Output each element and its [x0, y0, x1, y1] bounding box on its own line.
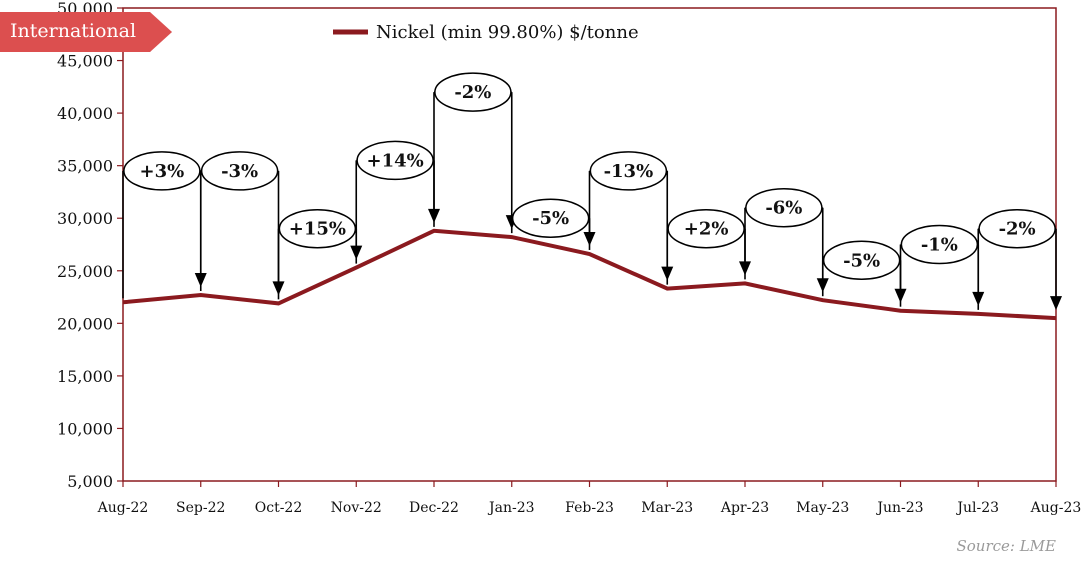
x-tick-label: Oct-22 [255, 500, 303, 516]
change-bubble [900, 224, 979, 265]
change-label: -1% [921, 235, 958, 256]
legend: Nickel (min 99.80%) $/tonne [333, 22, 639, 43]
change-bubble [123, 151, 201, 191]
x-tick-label: Aug-22 [97, 500, 149, 516]
source-note: Source: LME [956, 537, 1056, 555]
change-bubble [511, 198, 590, 238]
y-tick-label: 30,000 [57, 209, 113, 228]
x-tick-label: Nov-22 [331, 500, 382, 516]
x-tick-label: Dec-22 [409, 500, 459, 516]
x-tick-label: Jan-23 [487, 500, 535, 516]
y-tick-label: 15,000 [57, 367, 113, 386]
y-tick-label: 45,000 [57, 52, 113, 71]
change-label: +15% [289, 219, 346, 240]
y-tick-label: 25,000 [57, 262, 113, 281]
y-tick-label: 20,000 [57, 314, 113, 333]
change-bubble [278, 208, 357, 249]
change-arrowhead [1050, 296, 1062, 311]
x-tick-label: Sep-22 [176, 500, 225, 516]
change-label: +3% [140, 161, 185, 182]
change-labels: +3% -3% +15% +14% -2% -5% -13% +2% -6% -5% -1% -2% [123, 72, 1056, 281]
x-tick-label: Jul-23 [955, 500, 999, 516]
change-label: +2% [684, 219, 729, 240]
region-badge: International [0, 12, 172, 52]
change-label: -2% [999, 219, 1036, 240]
change-bubble [745, 187, 823, 228]
x-tick-label: May-23 [796, 500, 849, 516]
change-bubble [434, 72, 512, 112]
change-bubble [667, 208, 745, 249]
x-tick-label: Jun-23 [875, 500, 923, 516]
change-bubble [356, 140, 434, 181]
change-bubble [589, 151, 668, 191]
change-label: +14% [367, 150, 424, 171]
y-tick-label: 5,000 [67, 472, 113, 491]
change-label: -13% [604, 161, 654, 182]
change-label: -6% [765, 198, 802, 219]
nickel-price-line [122, 228, 1057, 321]
change-arrows [122, 91, 1062, 311]
y-tick-label: 10,000 [57, 419, 113, 438]
change-bubble [200, 151, 279, 191]
x-tick-label: Mar-23 [641, 500, 693, 516]
y-tick-label: 35,000 [57, 157, 113, 176]
change-label: -3% [221, 161, 258, 182]
y-axis: 5,000 10,000 15,000 20,000 25,000 30,000 35,00… [57, 0, 123, 491]
y-tick-label: 40,000 [57, 104, 113, 123]
change-label: -5% [843, 250, 880, 271]
legend-label: Nickel (min 99.80%) $/tonne [376, 22, 639, 43]
region-badge-label: International [10, 20, 137, 42]
change-label: -2% [454, 82, 491, 103]
change-bubble [978, 208, 1056, 249]
x-tick-label: Aug-23 [1030, 500, 1082, 516]
change-label: -5% [532, 208, 569, 229]
x-tick-label: Apr-23 [720, 500, 769, 516]
change-bubble [822, 240, 901, 281]
x-tick-label: Feb-23 [565, 500, 614, 516]
x-axis: Aug-22 Sep-22 Oct-22 Nov-22 Dec-22 Jan-23 Feb-… [97, 481, 1082, 516]
